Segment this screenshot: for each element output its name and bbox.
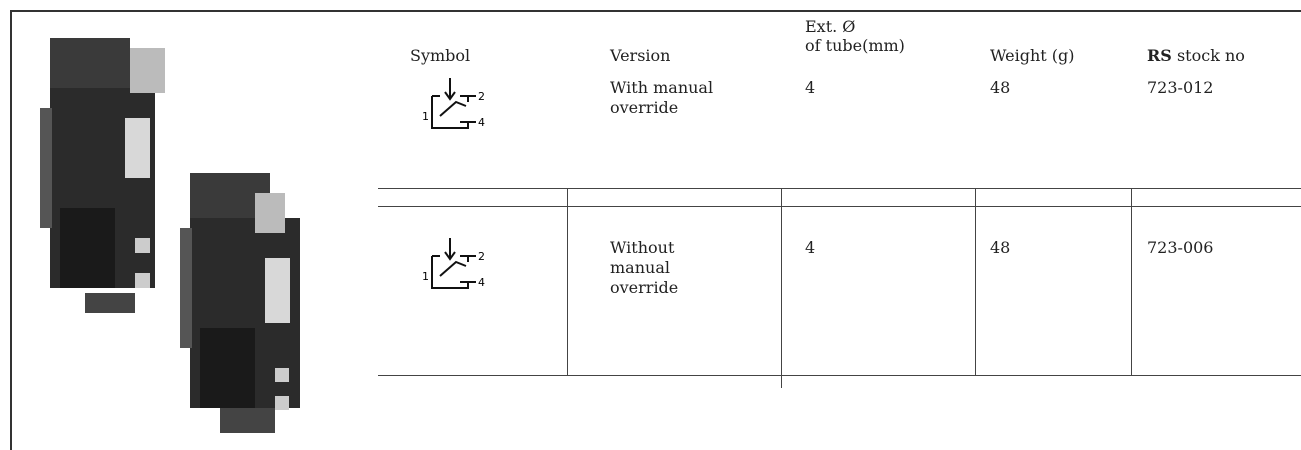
row-line <box>378 188 1301 189</box>
cell-version: Without manual override <box>610 238 679 297</box>
header-symbol: Symbol <box>410 46 471 65</box>
header-weight: Weight (g) <box>990 46 1075 65</box>
product-photo <box>40 38 300 433</box>
cell-stock: 723-006 <box>1147 238 1214 257</box>
cell-stock: 723-012 <box>1147 78 1214 97</box>
header-tube: Ext. Ø <box>805 17 856 36</box>
valve-symbol: 1 2 4 <box>422 238 485 289</box>
header-tube: of tube(mm) <box>805 36 905 55</box>
port-label: 4 <box>478 276 485 289</box>
port-label: 1 <box>422 270 429 283</box>
cell-version: With manual override <box>610 78 714 117</box>
port-label: 2 <box>478 90 485 103</box>
col-line <box>1131 188 1132 375</box>
cell-weight: 48 <box>990 78 1011 97</box>
col-line <box>975 188 976 375</box>
port-label: 4 <box>478 116 485 129</box>
header-stock-rest: stock no <box>1176 46 1245 65</box>
port-label: 1 <box>422 110 429 123</box>
col-line <box>567 188 568 375</box>
port-label: 2 <box>478 250 485 263</box>
header-version: Version <box>610 46 671 65</box>
header-stock-bold: RS <box>1147 46 1172 65</box>
row-line <box>378 375 1301 376</box>
valve-symbol: 1 2 4 <box>422 78 485 129</box>
cell-tube: 4 <box>805 78 816 97</box>
frame <box>10 10 1301 450</box>
col-line <box>781 188 782 388</box>
cell-weight: 48 <box>990 238 1011 257</box>
row-line <box>378 206 1301 207</box>
cell-tube: 4 <box>805 238 816 257</box>
header-stock: RS stock no <box>1147 46 1245 66</box>
